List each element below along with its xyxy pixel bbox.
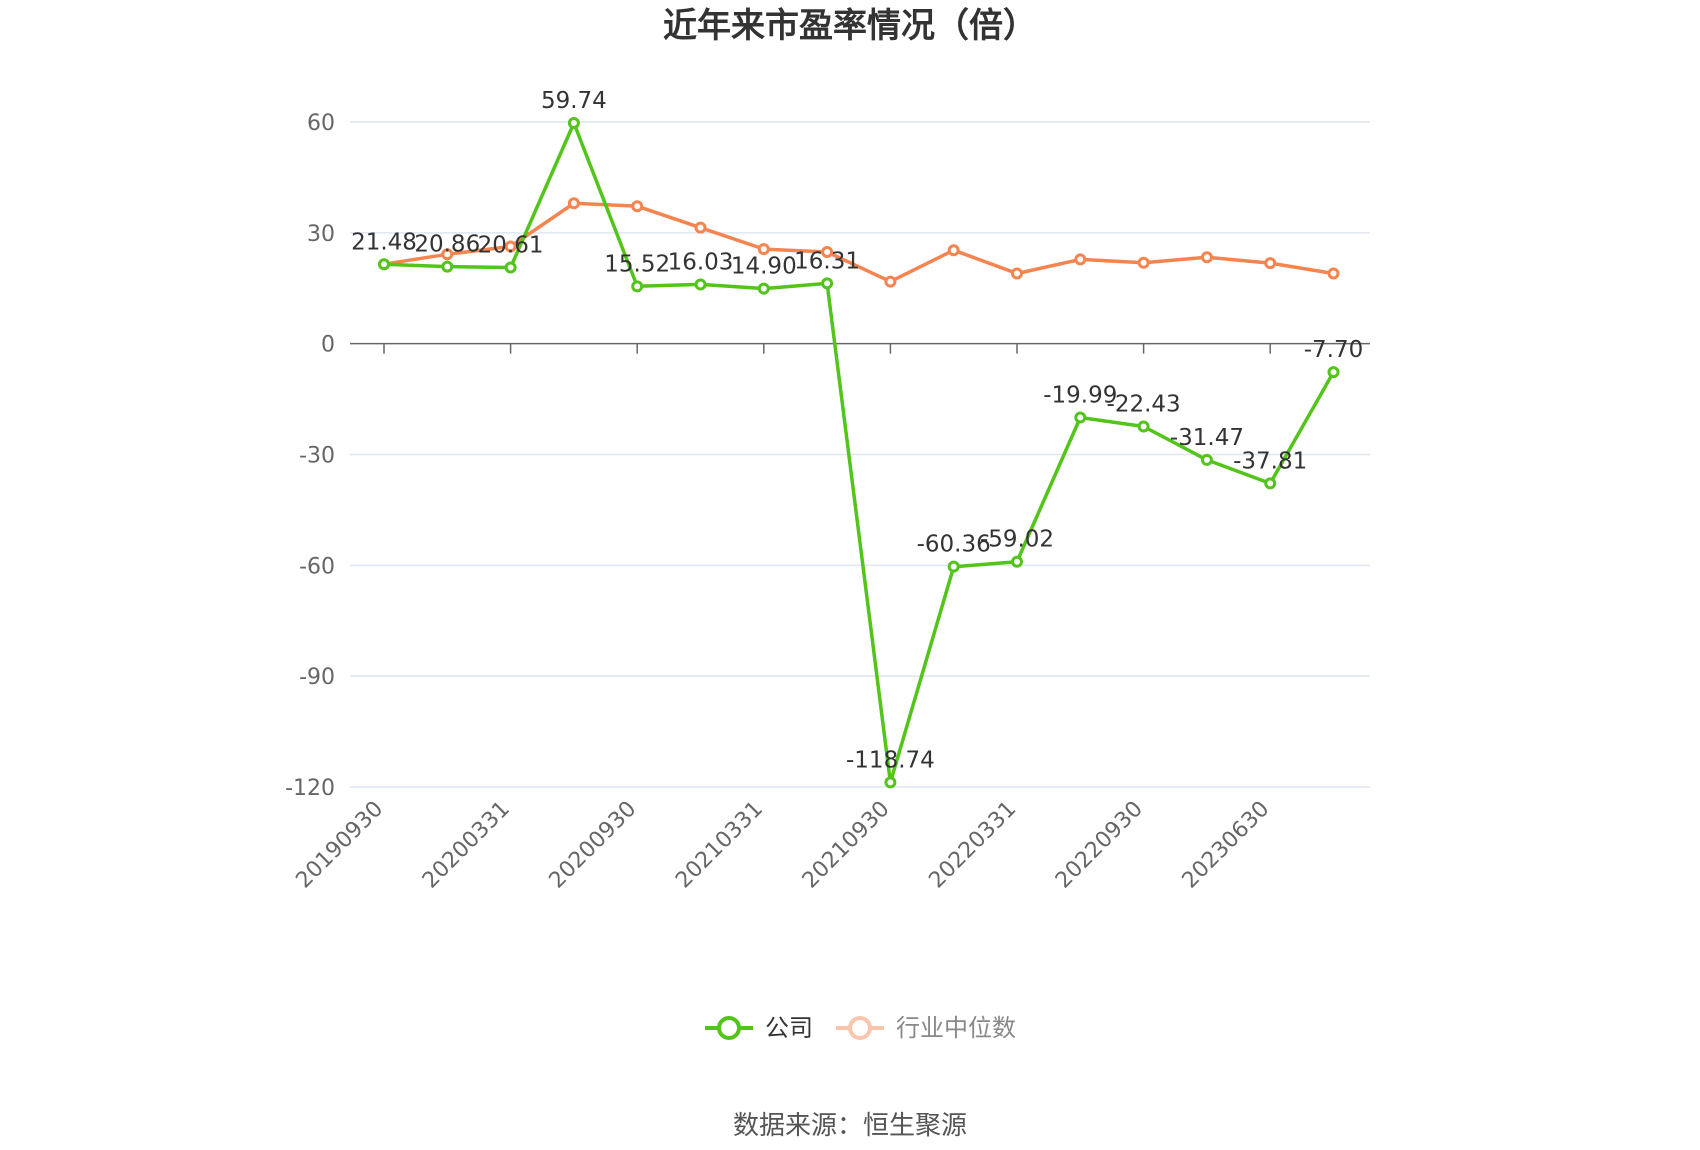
data-point-company[interactable] (694, 278, 707, 291)
data-point-company[interactable] (1264, 477, 1277, 490)
data-point-company[interactable] (1327, 366, 1340, 379)
y-tick-label: -120 (285, 776, 335, 801)
legend: 公司 行业中位数 (705, 1014, 1016, 1042)
x-tick-label: 20200930 (545, 797, 642, 894)
y-tick-label: -60 (299, 554, 335, 579)
x-tick-label: 20220930 (1051, 797, 1148, 894)
data-label: 15.52 (604, 251, 670, 277)
data-point-company[interactable] (378, 258, 390, 271)
legend-item-industry-median[interactable]: 行业中位数 (836, 1014, 1016, 1042)
data-point-company[interactable] (1011, 555, 1023, 568)
series-line-company (383, 121, 1336, 785)
data-point-company[interactable] (884, 776, 897, 789)
data-label: 20.61 (478, 233, 544, 259)
legend-item-company[interactable]: 公司 (705, 1014, 813, 1042)
x-tick-label: 20200331 (418, 797, 515, 894)
legend-label-industry-median: 行业中位数 (896, 1014, 1016, 1042)
data-label: -22.43 (1107, 392, 1181, 418)
data-point-industry-median[interactable] (504, 240, 517, 253)
series-layer (378, 116, 1340, 789)
x-tick-label: 20210331 (671, 797, 768, 894)
data-point-company[interactable] (1074, 411, 1087, 424)
y-tick-label: 60 (307, 111, 335, 136)
data-point-industry-median[interactable] (821, 246, 834, 259)
data-point-industry-median[interactable] (1074, 253, 1087, 266)
y-tick-label: -90 (299, 665, 335, 690)
y-tick-label: -30 (299, 444, 335, 469)
data-point-company[interactable] (821, 277, 834, 290)
data-point-company[interactable] (757, 282, 770, 295)
x-tick-label: 20210930 (798, 797, 895, 894)
data-label: -37.81 (1233, 448, 1307, 474)
y-tick-label: 0 (321, 333, 335, 358)
data-point-company[interactable] (1137, 420, 1150, 433)
data-point-industry-median[interactable] (1137, 256, 1150, 269)
x-tick-label: 20190930 (291, 797, 388, 894)
data-point-industry-median[interactable] (884, 275, 897, 288)
data-point-company[interactable] (504, 261, 517, 274)
data-point-industry-median[interactable] (567, 197, 580, 210)
data-point-company[interactable] (441, 260, 454, 273)
data-label: -19.99 (1043, 383, 1117, 409)
data-point-company[interactable] (1200, 453, 1213, 466)
chart-title: 近年来市盈率情况（倍） (663, 6, 1037, 46)
data-point-industry-median[interactable] (441, 248, 454, 261)
data-label: -118.74 (846, 747, 935, 773)
data-point-industry-median[interactable] (631, 200, 644, 213)
legend-marker-industry-median (848, 1016, 872, 1040)
data-point-industry-median[interactable] (757, 243, 770, 256)
data-label: -7.70 (1304, 337, 1364, 363)
data-point-industry-median[interactable] (1200, 251, 1213, 264)
data-label: -59.02 (980, 527, 1054, 553)
legend-label-company: 公司 (765, 1014, 813, 1042)
x-tick-label: 20220331 (924, 797, 1021, 894)
data-label: -60.36 (917, 532, 991, 558)
legend-marker-company (717, 1016, 741, 1040)
data-label: 20.86 (414, 232, 480, 258)
data-label: -31.47 (1170, 425, 1244, 451)
data-label: 21.48 (351, 229, 417, 255)
data-point-company[interactable] (631, 280, 644, 293)
data-point-industry-median[interactable] (947, 244, 960, 257)
data-label: 16.03 (668, 249, 734, 275)
data-label: 16.31 (794, 248, 860, 274)
data-point-industry-median[interactable] (1011, 267, 1023, 280)
data-point-company[interactable] (567, 116, 580, 129)
data-point-company[interactable] (947, 560, 960, 573)
y-tick-label: 30 (307, 222, 335, 247)
data-point-industry-median[interactable] (1264, 257, 1277, 270)
data-point-industry-median[interactable] (1327, 267, 1340, 280)
source-note: 数据来源：恒生聚源 (733, 1111, 967, 1141)
grid-lines (350, 121, 1370, 788)
data-label: 59.74 (541, 88, 607, 114)
data-point-industry-median[interactable] (694, 221, 707, 234)
x-tick-label: 20230630 (1178, 797, 1275, 894)
data-label: 14.90 (731, 254, 797, 280)
series-line-industry-median (383, 201, 1334, 284)
